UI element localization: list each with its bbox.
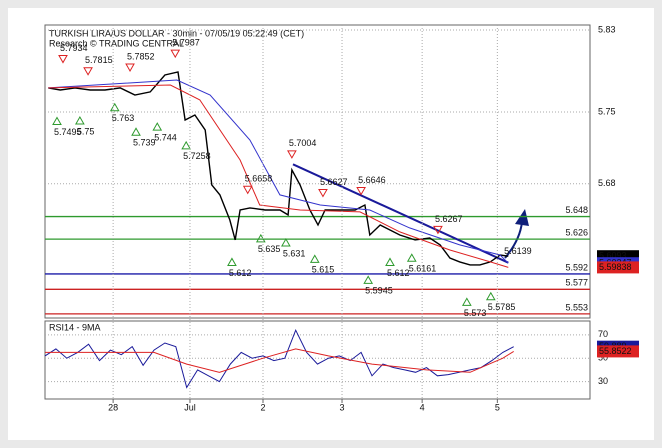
level-label: 5.592 [565,262,588,272]
price-panel [44,24,591,319]
level-label: 5.577 [565,278,588,288]
trough-marker [131,127,141,136]
x-tick-label: 2 [260,402,265,412]
y-tick-label: 30 [598,376,608,386]
peak-label: 5.6267 [435,214,463,224]
trough-marker [109,102,120,112]
trough-marker [52,116,62,126]
last-value-label: 5.6093 [599,251,627,261]
peak-marker [356,187,366,196]
projection-label: 5.6139 [504,246,532,256]
y-tick-label: 5.75 [598,106,616,116]
trough-marker [363,275,374,284]
trough-marker [152,122,163,131]
y-tick-label: 5.83 [598,24,616,34]
last-value-label: 5.59838 [599,262,632,272]
trough-label: 5.739 [133,138,156,148]
chart-background [8,8,654,440]
x-tick-label: 3 [340,402,345,412]
series-line [48,79,509,264]
peak-marker [433,225,443,235]
trough-label: 5.5945 [365,286,393,296]
trough-marker [181,140,192,150]
trend-line [292,163,509,264]
rsi-title: RSI14 - 9MA [49,322,101,332]
peak-marker [58,55,68,64]
peak-marker [242,185,253,195]
trough-label: 5.744 [154,133,177,143]
trough-label: 5.573 [464,308,487,318]
trough-label: 5.75 [77,126,95,136]
last-value-box [597,345,639,358]
x-tick-label: 28 [108,402,118,412]
peak-label: 5.6646 [358,175,386,185]
last-value-box [597,261,639,274]
peak-label: 5.7815 [85,55,113,65]
trough-label: 5.763 [112,113,135,123]
projection-arrow [504,221,523,259]
peak-label: 5.7852 [127,51,155,61]
peak-marker [287,150,297,159]
projection-arrow-head [515,209,529,226]
peak-label: 5.6658 [245,174,273,184]
trough-label: 5.635 [258,244,281,254]
peak-label: 5.6627 [320,177,348,187]
x-tick-label: 4 [420,402,425,412]
trough-marker [461,297,472,306]
trough-label: 5.7495 [54,127,82,137]
peak-label: 5.7934 [60,43,88,53]
series-line [48,71,509,266]
trough-label: 5.615 [312,265,335,275]
chart-subtitle: Research © TRADING CENTRAL [49,38,184,48]
peak-label: 5.7987 [172,37,200,47]
trough-label: 5.612 [387,268,410,278]
level-label: 5.648 [565,205,588,215]
trough-marker [406,253,417,262]
peak-marker [83,67,93,76]
y-tick-label: 5.68 [598,178,616,188]
peak-label: 5.7004 [289,138,317,148]
x-tick-label: 5 [495,402,500,412]
level-label: 5.626 [565,227,588,237]
trough-marker [309,254,320,263]
chart-title: TURKISH LIRA/US DOLLAR - 30min - 07/05/1… [49,28,304,38]
trough-label: 5.612 [229,268,252,278]
trough-marker [75,116,85,125]
level-label: 5.553 [565,302,588,312]
peak-marker [125,63,135,72]
last-value-label: 55.8522 [599,346,632,356]
trough-label: 5.5785 [488,302,516,312]
trough-marker [385,257,395,266]
series-line [44,328,514,389]
y-tick-label: 70 [598,329,608,339]
peak-marker [318,188,328,198]
trough-label: 5.7258 [183,151,211,161]
rsi-panel [44,320,591,400]
trough-marker [281,237,291,247]
x-tick-label: Jul [184,402,196,412]
series-line [45,348,514,373]
trough-label: 5.631 [283,248,306,258]
peak-marker [170,49,181,59]
y-tick-label: 50 [598,353,608,363]
trough-marker [485,291,496,301]
trough-marker [227,257,237,266]
